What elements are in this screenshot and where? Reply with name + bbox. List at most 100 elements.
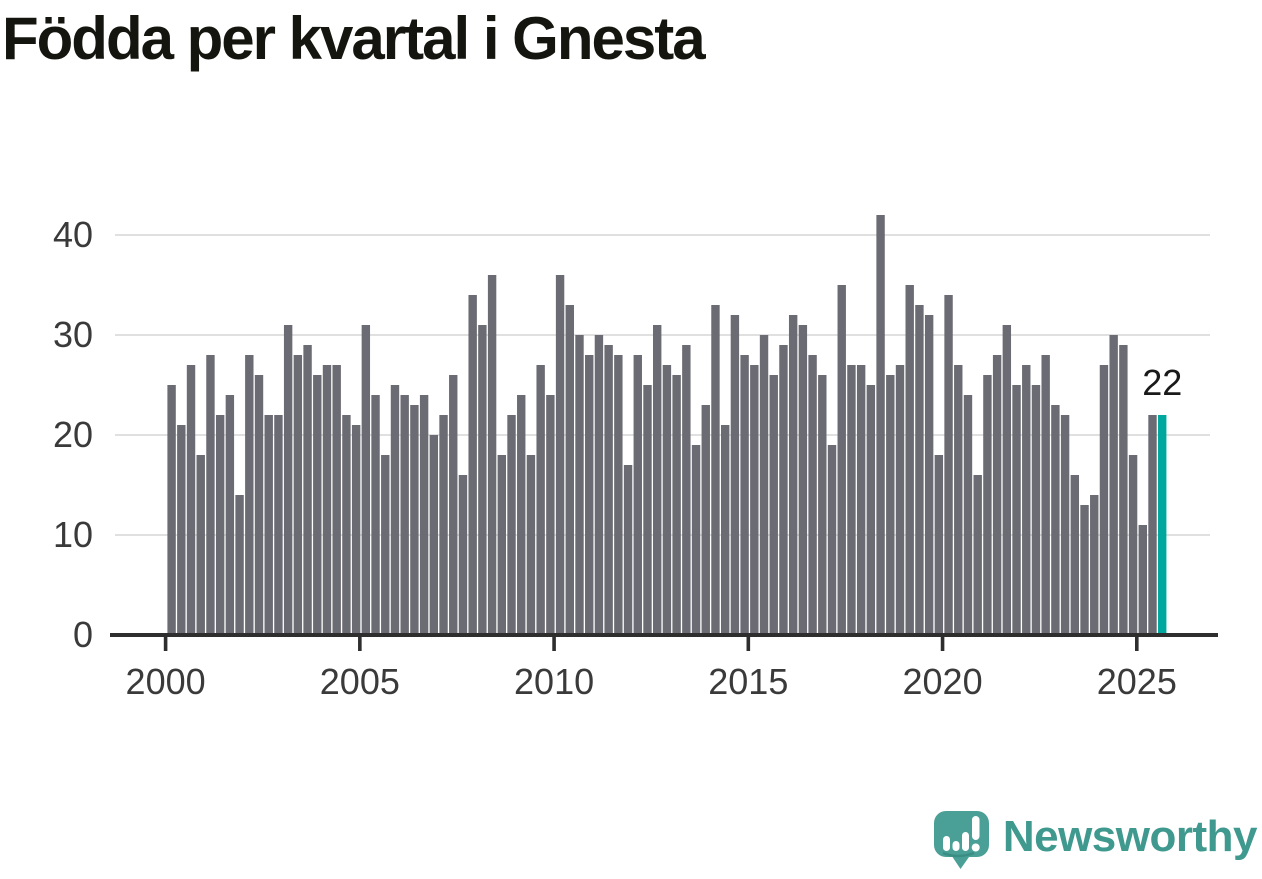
bar	[1128, 455, 1138, 635]
newsworthy-logo-icon	[933, 811, 989, 869]
bar	[1099, 365, 1109, 635]
bar	[1138, 525, 1147, 635]
bar	[303, 345, 312, 635]
bar	[944, 295, 953, 635]
brand-name: Newsworthy	[1002, 811, 1258, 861]
bar	[390, 385, 400, 635]
y-tick-label: 10	[53, 514, 93, 555]
bar	[313, 375, 322, 635]
bars	[167, 215, 1167, 635]
bar	[720, 425, 730, 635]
bar	[973, 475, 982, 635]
bar	[517, 395, 526, 635]
logo-swoosh	[942, 851, 975, 858]
bar	[245, 355, 254, 635]
bar	[371, 395, 380, 635]
y-axis-labels: 0 10 20 30 40	[53, 214, 93, 655]
bar	[594, 335, 604, 635]
bar	[808, 355, 817, 635]
bar	[497, 455, 507, 635]
bar	[691, 445, 701, 635]
bar	[400, 395, 409, 635]
bar	[478, 325, 487, 635]
x-tick-mark	[358, 635, 362, 651]
bar	[1051, 405, 1060, 635]
bar	[682, 345, 691, 635]
y-tick-label: 40	[53, 214, 93, 255]
bar	[439, 415, 448, 635]
bar	[225, 395, 235, 635]
bar	[410, 405, 419, 635]
bar	[565, 305, 574, 635]
bar	[983, 375, 992, 635]
bar	[283, 325, 293, 635]
x-axis-line	[110, 633, 1218, 637]
bar	[1070, 475, 1080, 635]
bar	[546, 395, 555, 635]
bar	[274, 415, 283, 635]
bar	[507, 415, 516, 635]
bar	[915, 305, 924, 635]
bar	[526, 455, 536, 635]
x-axis: 2000 2005 2010 2015 2020 2025	[110, 633, 1218, 702]
bar	[487, 275, 497, 635]
bar	[1109, 335, 1118, 635]
x-tick-mark	[1135, 635, 1139, 651]
bar	[905, 285, 914, 635]
logo-exclamation-bar	[971, 816, 980, 840]
x-tick-label: 2005	[320, 661, 400, 702]
logo-bar-3	[961, 832, 969, 851]
bar	[1119, 345, 1128, 635]
bar	[730, 315, 740, 635]
bar	[167, 385, 176, 635]
bar	[788, 315, 798, 635]
bar	[381, 455, 390, 635]
y-tick-label: 0	[73, 614, 93, 655]
bar	[235, 495, 244, 635]
y-tick-label: 30	[53, 314, 93, 355]
bar	[322, 365, 332, 635]
bar	[555, 275, 565, 635]
bar	[614, 355, 623, 635]
x-tick-mark	[163, 635, 168, 651]
highlight-value-label: 22	[1142, 362, 1182, 403]
bar	[798, 325, 808, 635]
bar	[886, 375, 895, 635]
bar	[585, 355, 594, 635]
bar	[992, 355, 1002, 635]
bar	[177, 425, 186, 635]
bar	[351, 425, 361, 635]
bar	[759, 335, 769, 635]
x-tick-label: 2015	[708, 661, 788, 702]
bar	[361, 325, 371, 635]
logo-bar-2	[952, 841, 960, 851]
bar	[1022, 365, 1031, 635]
bar	[1012, 385, 1021, 635]
bar	[924, 315, 934, 635]
bar	[575, 335, 584, 635]
bar	[701, 405, 710, 635]
y-tick-label: 20	[53, 414, 93, 455]
bar	[895, 365, 905, 635]
bar	[769, 375, 778, 635]
bar	[429, 435, 439, 635]
x-tick-label: 2020	[903, 661, 983, 702]
bar	[536, 365, 545, 635]
bar	[633, 355, 642, 635]
x-tick-mark	[940, 635, 945, 651]
bar	[856, 365, 866, 635]
bar	[963, 395, 973, 635]
bar	[186, 365, 196, 635]
bar	[449, 375, 458, 635]
bar	[672, 375, 681, 635]
bar	[215, 415, 225, 635]
bar	[1148, 415, 1157, 635]
bar	[1041, 355, 1050, 635]
x-tick-label: 2000	[126, 661, 206, 702]
bar	[254, 375, 264, 635]
bar	[740, 355, 749, 635]
bar	[623, 465, 633, 635]
bar	[1060, 415, 1070, 635]
bar	[264, 415, 273, 635]
